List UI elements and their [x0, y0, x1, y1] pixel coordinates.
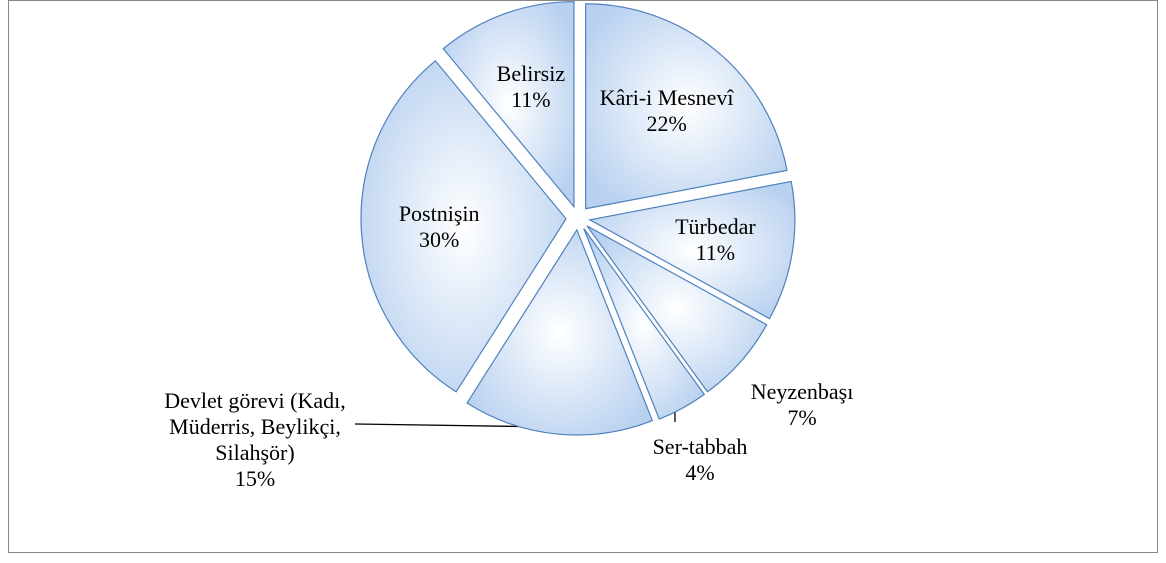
category-label: Ser-tabbah — [652, 434, 748, 459]
chart-border — [8, 0, 1158, 553]
value-label: 11% — [695, 239, 736, 265]
slice-label: Devlet görevi (Kadı, Müderris, Beylikçi,… — [153, 388, 358, 492]
value-label: 30% — [419, 226, 460, 252]
pie-slice — [583, 228, 706, 420]
slice-label: Kâri-i Mesnevî 22% — [597, 85, 737, 137]
value-label: 22% — [646, 110, 687, 136]
slice-label: Postnişin 30% — [369, 201, 509, 253]
category-label: Kâri-i Mesnevî — [599, 84, 734, 110]
category-label: Türbedar — [675, 213, 756, 239]
value-label: 7% — [787, 405, 817, 430]
pie-slice — [588, 180, 796, 320]
category-label: Belirsiz — [496, 61, 566, 87]
value-label: 4% — [685, 460, 715, 485]
pie-slice — [360, 59, 567, 393]
pie-slice — [585, 3, 788, 210]
slice-label: Ser-tabbah 4% — [630, 434, 770, 486]
category-label: Devlet görevi (Kadı, Müderris, Beylikçi,… — [164, 388, 346, 465]
pie-slice — [442, 1, 575, 209]
value-label: 15% — [234, 466, 276, 491]
category-label: Postnişin — [398, 200, 480, 226]
pie-slice — [466, 228, 654, 436]
slice-label: Belirsiz 11% — [461, 61, 601, 113]
slice-label: Neyzenbaşı 7% — [732, 379, 872, 431]
slice-label: Türbedar 11% — [645, 214, 785, 266]
category-label: Neyzenbaşı — [750, 379, 854, 404]
pie-slice — [586, 225, 768, 393]
value-label: 11% — [511, 87, 551, 113]
